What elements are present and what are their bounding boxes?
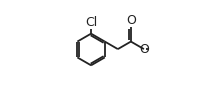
Text: O: O (139, 43, 149, 56)
Text: O: O (126, 14, 136, 27)
Text: Cl: Cl (85, 16, 97, 29)
